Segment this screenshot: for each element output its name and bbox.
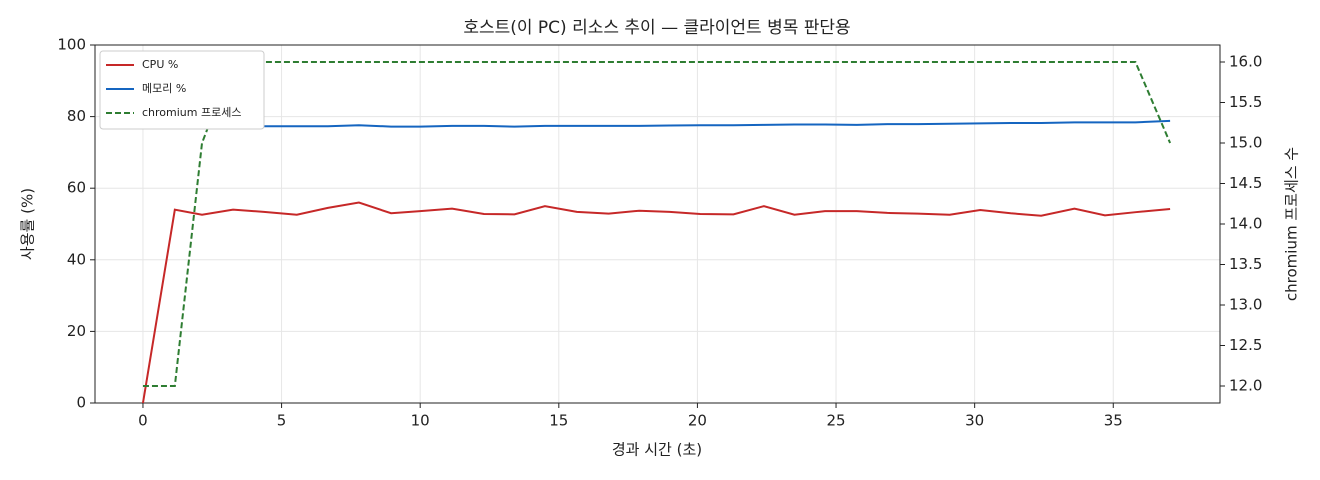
x-tick-label: 30	[965, 412, 984, 430]
chart-title: 호스트(이 PC) 리소스 추이 — 클라이언트 병목 판단용	[463, 18, 850, 38]
legend-label: chromium 프로세스	[142, 106, 241, 119]
y-tick-label: 40	[67, 250, 86, 268]
legend-box	[99, 50, 265, 130]
x-tick-label: 35	[1104, 412, 1123, 430]
x-tick-label: 0	[138, 412, 148, 430]
x-tick-label: 20	[688, 412, 707, 430]
y2-tick-label: 12.5	[1229, 336, 1262, 354]
y-tick-label: 20	[67, 322, 86, 340]
legend: CPU % 메모리 % chromium 프로세스	[99, 50, 265, 130]
y2-tick-label: 14.5	[1229, 174, 1262, 192]
y-tick-label: 60	[67, 179, 86, 197]
y2-tick-label: 13.5	[1229, 255, 1262, 273]
x-tick-label: 15	[549, 412, 568, 430]
x-tick-label: 10	[411, 412, 430, 430]
y-tick-label: 0	[76, 394, 86, 412]
plot-frame	[94, 44, 1221, 404]
y2-tick-label: 15.5	[1229, 93, 1262, 111]
x-tick-label: 5	[277, 412, 287, 430]
series-line	[142, 119, 1171, 128]
x-axis-label: 경과 시간 (초)	[612, 441, 702, 459]
y2-axis-label: chromium 프로세스 수	[1283, 147, 1301, 301]
y2-tick-label: 13.0	[1229, 295, 1262, 313]
y-tick-label: 80	[67, 107, 86, 125]
legend-label: 메모리 %	[142, 82, 186, 95]
x-tick-label: 25	[826, 412, 845, 430]
y-axis-label: 사용률 (%)	[19, 188, 37, 260]
y2-tick-label: 14.0	[1229, 215, 1262, 233]
y2-tick-label: 12.0	[1229, 376, 1262, 394]
y2-tick-label: 15.0	[1229, 134, 1262, 152]
y-tick-label: 100	[57, 36, 86, 54]
y2-tick-label: 16.0	[1229, 53, 1262, 71]
series-line	[142, 61, 1172, 387]
series-line	[141, 201, 1171, 404]
legend-label: CPU %	[142, 58, 178, 71]
